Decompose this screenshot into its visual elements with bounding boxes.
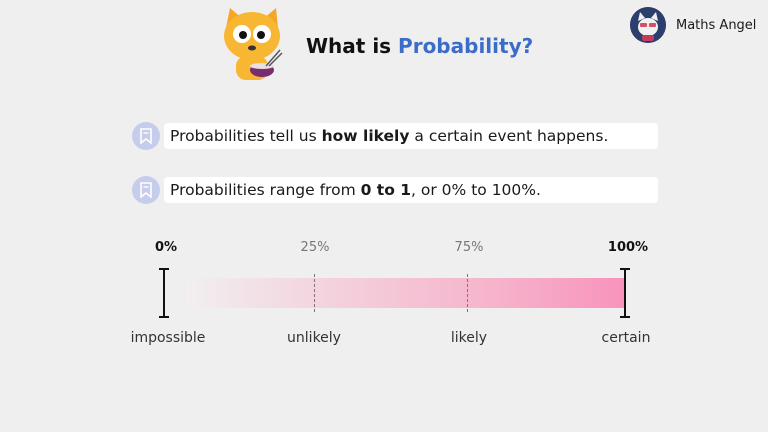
scale-percent-100: 100% bbox=[607, 240, 649, 255]
bullet-text-emphasis: how likely bbox=[321, 127, 410, 145]
bullet-text-part: Probabilities tell us bbox=[170, 127, 317, 145]
cat-mascot-icon bbox=[224, 8, 283, 80]
bookmark-icon bbox=[132, 122, 160, 150]
scale-dashed-marker bbox=[467, 274, 468, 312]
bullet-text-part: , or 0% to 100%. bbox=[411, 181, 541, 199]
scale-start-marker bbox=[159, 268, 169, 318]
bullet-text-emphasis: 0 to 1 bbox=[360, 181, 412, 199]
scale-label-impossible: impossible bbox=[130, 330, 206, 346]
bullet-text-part: Probabilities range from bbox=[170, 181, 356, 199]
bookmark-icon bbox=[132, 176, 160, 204]
scale-end-marker bbox=[620, 268, 630, 318]
title-prefix: What is bbox=[306, 34, 399, 58]
page-title: What is Probability? bbox=[306, 34, 533, 58]
brand: Maths Angel bbox=[630, 6, 756, 44]
maths-angel-logo-icon bbox=[630, 7, 666, 43]
brand-name: Maths Angel bbox=[676, 17, 757, 33]
scale-dashed-marker bbox=[314, 274, 315, 312]
scale-percent-0: 0% bbox=[154, 240, 178, 255]
bullet-card: Probabilities tell us how likely a certa… bbox=[132, 122, 658, 150]
bullet-text: Probabilities tell us how likely a certa… bbox=[164, 123, 658, 149]
scale-label-certain: certain bbox=[601, 330, 651, 346]
bullet-card: Probabilities range from 0 to 1, or 0% t… bbox=[132, 176, 658, 204]
scale-percent-75: 75% bbox=[454, 240, 484, 255]
bullet-text-part: a certain event happens. bbox=[414, 127, 609, 145]
probability-gradient-bar bbox=[186, 278, 626, 308]
title-accent: Probability? bbox=[398, 34, 534, 58]
scale-label-likely: likely bbox=[450, 330, 488, 346]
scale-percent-25: 25% bbox=[300, 240, 330, 255]
scale-label-unlikely: unlikely bbox=[287, 330, 341, 346]
bullet-text: Probabilities range from 0 to 1, or 0% t… bbox=[164, 177, 658, 203]
